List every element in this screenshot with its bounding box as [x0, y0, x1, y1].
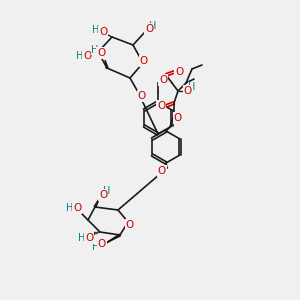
Text: H: H — [188, 82, 196, 92]
Polygon shape — [94, 199, 99, 207]
Text: O: O — [99, 190, 107, 200]
Text: O: O — [184, 86, 192, 96]
Text: O: O — [140, 56, 148, 66]
Text: O: O — [73, 203, 81, 213]
Text: O: O — [174, 113, 182, 123]
Text: O: O — [158, 166, 166, 176]
Text: H: H — [103, 186, 111, 196]
Polygon shape — [106, 234, 121, 243]
Text: H: H — [78, 233, 86, 243]
Text: H: H — [66, 203, 74, 213]
Text: H: H — [92, 242, 100, 252]
Text: O: O — [159, 75, 167, 85]
Text: O: O — [83, 51, 91, 61]
Text: O: O — [138, 91, 146, 101]
Text: O: O — [145, 24, 153, 34]
Text: O: O — [97, 48, 105, 58]
Text: O: O — [157, 101, 165, 111]
Text: H: H — [76, 51, 84, 61]
Text: O: O — [98, 239, 106, 249]
Polygon shape — [105, 60, 108, 68]
Text: O: O — [126, 220, 134, 230]
Text: O: O — [85, 233, 93, 243]
Text: H: H — [91, 45, 99, 55]
Text: O: O — [99, 27, 107, 37]
Text: H: H — [92, 25, 100, 35]
Text: O: O — [175, 67, 183, 77]
Polygon shape — [92, 51, 98, 54]
Text: H: H — [149, 21, 157, 31]
